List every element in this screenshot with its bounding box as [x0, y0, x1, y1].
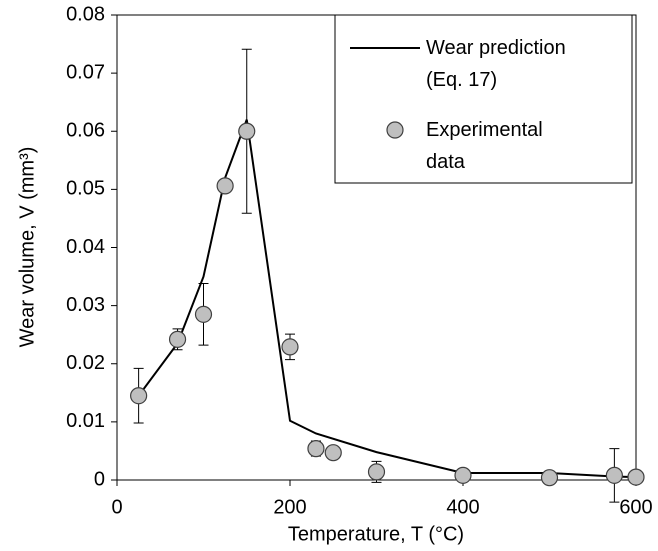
data-point	[324, 444, 342, 462]
x-axis-label: Temperature, T (°C)	[288, 523, 464, 545]
data-point	[238, 122, 256, 140]
data-point	[194, 305, 213, 323]
y-tick-label: 0.08	[66, 3, 105, 25]
y-tick-label: 0.07	[66, 61, 105, 83]
data-point	[281, 338, 299, 356]
y-axis-label: Wear volume, V (mm³)	[16, 147, 38, 348]
legend-box	[334, 14, 633, 184]
prediction-line	[137, 119, 637, 479]
x-tick-label: 0	[111, 496, 122, 518]
y-tick-label: 0.05	[66, 178, 105, 200]
y-tick-label: 0.03	[66, 294, 105, 316]
data-point	[130, 387, 148, 405]
x-tick-label: 400	[446, 496, 479, 518]
x-tick-label: 600	[619, 496, 652, 518]
data-point	[216, 177, 234, 195]
y-tick-label: 0.06	[66, 120, 105, 142]
data-point	[367, 463, 386, 481]
data-point	[540, 469, 559, 487]
y-tick-label: 0.04	[66, 236, 105, 258]
data-point	[627, 468, 645, 486]
legend-marker	[386, 121, 404, 139]
data-point	[454, 466, 472, 484]
data-point	[307, 440, 325, 458]
y-tick-label: 0.01	[66, 410, 105, 432]
data-point	[605, 466, 623, 484]
y-tick-label: 0.02	[66, 352, 105, 374]
legend-label: Experimental data	[426, 119, 543, 173]
data-point	[168, 330, 187, 348]
legend-label: Wear prediction (Eq. 17)	[426, 37, 566, 91]
x-tick-label: 200	[273, 496, 306, 518]
y-tick-label: 0	[94, 468, 105, 490]
